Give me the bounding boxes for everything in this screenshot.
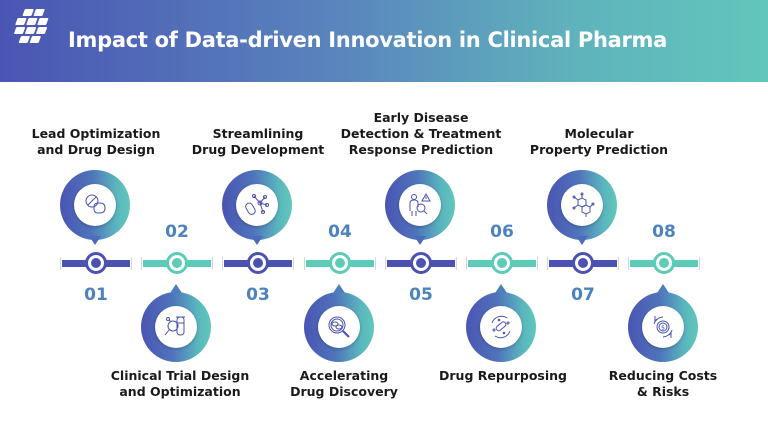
molecule-icon (572, 192, 595, 217)
capsule-network-icon (245, 194, 269, 215)
step-pin-07 (547, 170, 617, 250)
timeline-node-05 (410, 252, 432, 274)
step-pin-05 (385, 170, 455, 250)
step-pin-06 (466, 282, 536, 362)
step-number-05: 05 (409, 285, 433, 305)
step-number-04: 04 (328, 222, 352, 242)
step-label-01: Lead Optimization and Drug Design (31, 126, 161, 157)
timeline-node-06 (491, 252, 513, 274)
step-number-02: 02 (165, 222, 189, 242)
timeline-node-01 (85, 252, 107, 274)
step-label-08: Reducing Costs & Risks (608, 368, 718, 399)
step-number-08: 08 (652, 222, 676, 242)
svg-text:$: $ (661, 325, 665, 332)
step-pin-02 (141, 282, 211, 362)
step-label-07: Molecular Property Prediction (529, 126, 669, 157)
page-title: Impact of Data-driven Innovation in Clin… (68, 28, 667, 52)
step-number-06: 06 (490, 222, 514, 242)
step-label-02: Clinical Trial Design and Optimization (110, 368, 250, 399)
dollar-gear-cycle-icon: $ (653, 316, 673, 338)
step-number-07: 07 (571, 285, 595, 305)
step-pin-03 (222, 170, 292, 250)
recycle-capsule-icon (491, 315, 511, 339)
step-label-06: Drug Repurposing (439, 368, 567, 383)
step-pin-04 (304, 282, 374, 362)
pill-capsule-icon (85, 194, 106, 214)
timeline-node-04 (329, 252, 351, 274)
magnifier-pills-icon (328, 316, 350, 338)
step-label-05: Early Disease Detection & Treatment Resp… (340, 110, 502, 157)
puzzle-grid-logo-icon (14, 9, 49, 43)
step-label-03: Streamlining Drug Development (191, 126, 325, 157)
timeline-node-07 (572, 252, 594, 274)
timeline-node-08 (653, 252, 675, 274)
header-banner: Impact of Data-driven Innovation in Clin… (0, 0, 768, 82)
person-warning-magnifier-icon (409, 192, 431, 216)
timeline-node-02 (166, 252, 188, 274)
step-number-03: 03 (246, 285, 270, 305)
step-number-01: 01 (84, 285, 108, 305)
step-pin-01 (60, 170, 130, 250)
test-tube-magnifier-icon (164, 316, 185, 336)
step-label-04: Accelerating Drug Discovery (290, 368, 398, 399)
timeline-node-03 (247, 252, 269, 274)
step-pin-08: $ (628, 282, 698, 362)
